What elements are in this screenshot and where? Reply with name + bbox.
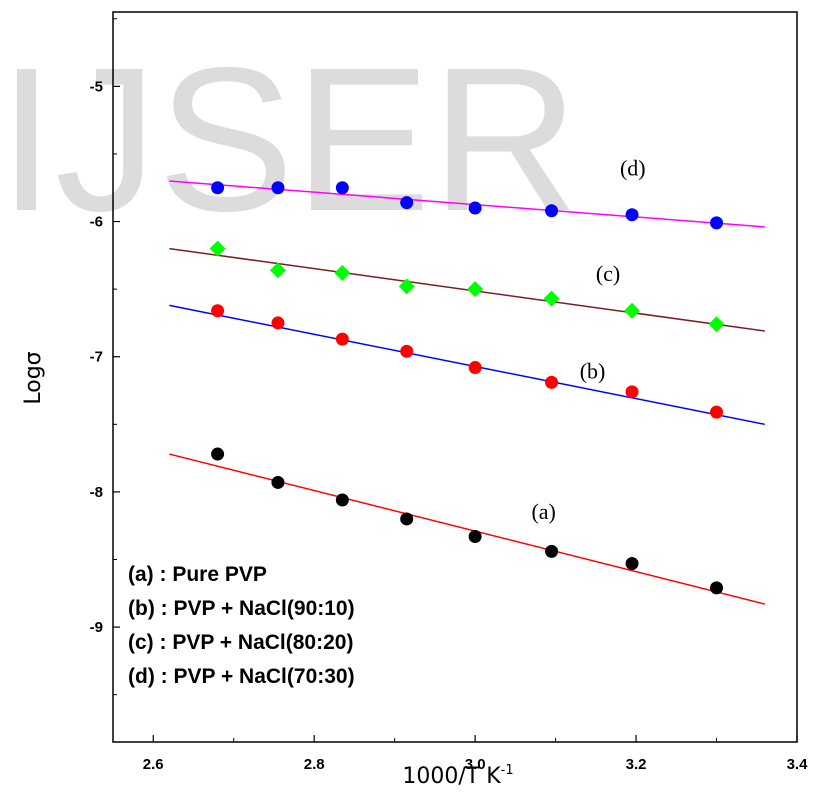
x-axis-title-sup: -1 [501, 763, 514, 778]
y-tick-label: -8 [90, 484, 103, 501]
data-point-s0-6 [625, 557, 639, 571]
fit-line-0 [169, 453, 765, 605]
x-tick-label: 2.8 [304, 756, 325, 773]
curve-label: (c) [596, 261, 620, 286]
data-point-s1-4 [468, 361, 482, 375]
x-axis: 2.6 2.8 3.0 3.2 3.4 [143, 735, 808, 773]
data-point-s2-6 [624, 302, 641, 319]
plot-frame [112, 11, 798, 743]
data-point-s0-7 [710, 581, 724, 595]
data-point-s3-4 [468, 201, 482, 215]
data-points [209, 181, 725, 595]
x-axis-title: 1000/T K-1 [402, 763, 513, 789]
fit-line-3 [169, 180, 765, 228]
data-point-s1-7 [710, 405, 724, 419]
x-tick-label: 3.0 [465, 756, 486, 773]
y-tick-label: -6 [90, 214, 103, 231]
data-point-s0-5 [545, 544, 559, 558]
data-point-s2-5 [543, 290, 560, 307]
data-point-s3-1 [271, 181, 285, 195]
y-axis-title: Logσ [21, 351, 46, 404]
y-tick-label: -7 [90, 349, 103, 366]
data-point-s1-5 [545, 375, 559, 389]
y-axis: -5 -6 -7 -8 -9 [90, 18, 120, 696]
y-tick-label: -9 [90, 619, 103, 636]
data-point-s0-0 [211, 447, 225, 461]
data-point-s0-4 [468, 530, 482, 544]
fit-lines [169, 180, 765, 605]
data-point-s2-3 [398, 278, 415, 295]
data-point-s2-2 [334, 264, 351, 281]
legend-line-c: (c) : PVP + NaCl(80:20) [128, 631, 353, 654]
x-axis-title-base: 1000/T K [402, 764, 501, 789]
x-tick-label: 3.4 [787, 756, 809, 773]
data-point-s3-5 [545, 204, 559, 218]
x-tick-label: 3.2 [626, 756, 647, 773]
data-point-s1-3 [400, 344, 414, 358]
data-point-s1-2 [335, 332, 349, 346]
data-point-s3-2 [335, 181, 349, 195]
data-point-s2-0 [209, 240, 226, 257]
data-point-s0-3 [400, 512, 414, 526]
data-point-s3-0 [211, 181, 225, 195]
y-tick-label: -5 [90, 78, 103, 95]
fit-line-2 [169, 247, 765, 332]
data-point-s1-6 [625, 385, 639, 399]
legend-line-b: (b) : PVP + NaCl(90:10) [128, 597, 355, 620]
data-point-s0-2 [335, 493, 349, 507]
data-point-s3-6 [625, 208, 639, 222]
legend-line-d: (d) : PVP + NaCl(70:30) [128, 665, 355, 688]
curve-label: (a) [531, 499, 555, 524]
data-point-s2-4 [467, 281, 484, 298]
watermark: IJSER [0, 25, 579, 254]
curve-label: (d) [620, 156, 646, 181]
fit-line-1 [169, 304, 765, 426]
data-point-s0-1 [271, 475, 285, 489]
data-point-s2-7 [708, 316, 725, 333]
curve-labels: (a) (b) (c) (d) [531, 156, 645, 524]
data-point-s3-3 [400, 196, 414, 210]
data-point-s3-7 [710, 216, 724, 230]
legend: (a) : Pure PVP (b) : PVP + NaCl(90:10) (… [128, 563, 355, 688]
data-point-s1-1 [271, 316, 285, 330]
x-tick-label: 2.6 [143, 756, 164, 773]
data-point-s1-0 [211, 304, 225, 318]
curve-label: (b) [580, 358, 606, 383]
data-point-s2-1 [269, 262, 286, 279]
legend-line-a: (a) : Pure PVP [128, 563, 267, 586]
